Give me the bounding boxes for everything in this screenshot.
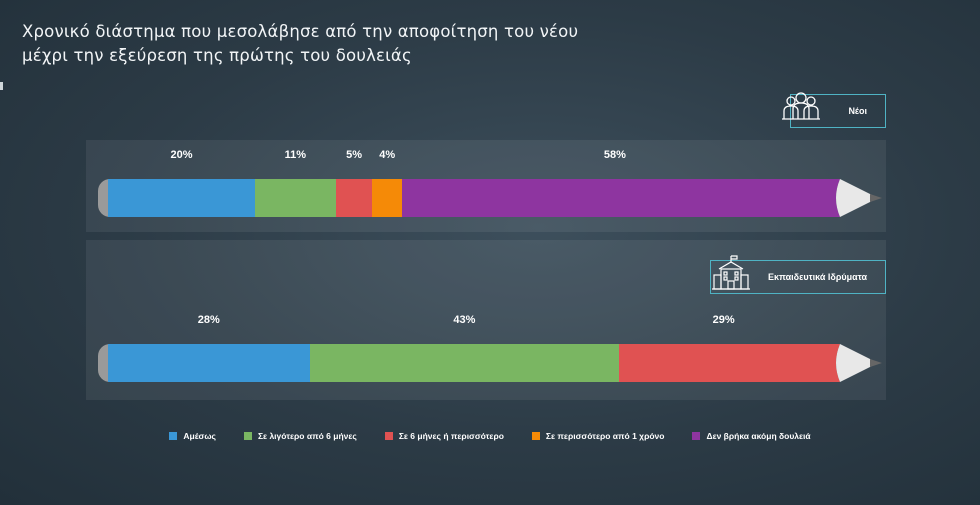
pencil-tip (826, 179, 882, 217)
bar-segment-1 (108, 344, 310, 382)
legend-label: Αμέσως (183, 431, 216, 441)
percentage-label: 29% (712, 314, 735, 326)
percentage-label: 43% (453, 314, 476, 326)
percentage-label: 20% (170, 149, 193, 161)
percentage-label: 5% (346, 149, 363, 161)
legend-swatch (384, 432, 393, 440)
percentage-label: 58% (603, 149, 626, 161)
edge-marker (0, 82, 3, 90)
legend: Αμέσως Σε λιγότερο από 6 μήνες Σε 6 μήνες … (0, 431, 980, 441)
percentage-label: 4% (379, 149, 396, 161)
youth-label: Νέοι (848, 106, 867, 116)
chart-title: Χρονικό διάστημα που μεσολάβησε από την … (22, 22, 579, 65)
bar-segment-4 (372, 179, 402, 217)
legend-item: Σε 6 μήνες ή περισσότερο (384, 431, 504, 441)
percentage-label: 28% (197, 314, 220, 326)
youth-pencil-bar (98, 179, 882, 217)
bar-segment-1 (108, 179, 255, 217)
legend-item: Σε λιγότερο από 6 μήνες (243, 431, 357, 441)
bar-segment-5 (401, 179, 828, 217)
bar-segment-3 (335, 179, 373, 217)
pencil-eraser (98, 344, 110, 382)
legend-item: Δεν βρήκα ακόμη δουλειά (692, 431, 811, 441)
legend-swatch (169, 432, 178, 440)
pencil-tip (826, 344, 882, 382)
legend-item: Αμέσως (169, 431, 216, 441)
legend-label: Δεν βρήκα ακόμη δουλειά (706, 431, 811, 441)
legend-label: Σε 6 μήνες ή περισσότερο (398, 431, 504, 441)
legend-swatch (243, 432, 252, 440)
legend-swatch (692, 432, 701, 440)
school-building-icon (711, 253, 751, 295)
bar-segment-2 (254, 179, 336, 217)
institutions-label: Εκπαιδευτικά Ιδρύματα (767, 272, 867, 282)
legend-item: Σε περισσότερο από 1 χρόνο (531, 431, 665, 441)
institutions-label-box: Εκπαιδευτικά Ιδρύματα (710, 255, 886, 294)
youth-label-box: Νέοι (782, 92, 886, 128)
people-icon (777, 89, 825, 125)
bar-segment-3 (619, 344, 828, 382)
institutions-pencil-bar (98, 344, 882, 382)
legend-label: Σε περισσότερο από 1 χρόνο (545, 431, 665, 441)
pencil-eraser (98, 179, 110, 217)
percentage-label: 11% (284, 149, 307, 161)
legend-label: Σε λιγότερο από 6 μήνες (257, 431, 357, 441)
legend-swatch (531, 432, 540, 440)
bar-segment-2 (309, 344, 620, 382)
